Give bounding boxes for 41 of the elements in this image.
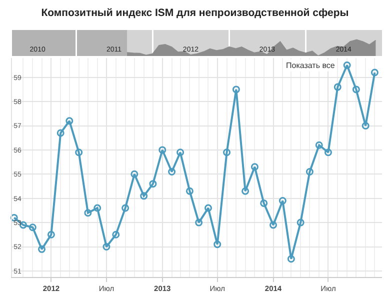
point (84, 209, 92, 217)
point (75, 148, 83, 156)
point (270, 221, 277, 229)
point (122, 204, 130, 212)
point (56, 129, 64, 137)
point (362, 122, 370, 130)
annotation: Показать все (286, 61, 336, 70)
chart-title: Композитный индекс ISM для непроизводственной сферы (40, 6, 350, 20)
point (315, 141, 323, 149)
point (296, 218, 304, 226)
point (204, 204, 212, 212)
point (334, 83, 342, 91)
point (47, 230, 55, 238)
point (149, 180, 157, 188)
point (324, 148, 332, 156)
point (214, 240, 222, 248)
point (343, 62, 351, 70)
point (38, 245, 46, 253)
point (102, 243, 110, 250)
point (94, 204, 102, 212)
point (195, 218, 203, 226)
point (186, 187, 194, 195)
point (176, 148, 184, 156)
point (28, 224, 36, 232)
point (242, 187, 250, 195)
point (306, 168, 314, 176)
point (158, 146, 166, 154)
point (287, 255, 295, 263)
point (130, 170, 138, 178)
point (260, 199, 268, 207)
point (10, 214, 18, 222)
point (370, 68, 378, 76)
point (250, 163, 258, 171)
point (66, 117, 74, 125)
point (232, 86, 240, 94)
point (352, 86, 360, 94)
point (112, 230, 120, 238)
point (140, 192, 148, 200)
point (223, 148, 231, 156)
point (278, 197, 286, 205)
point (168, 168, 176, 176)
